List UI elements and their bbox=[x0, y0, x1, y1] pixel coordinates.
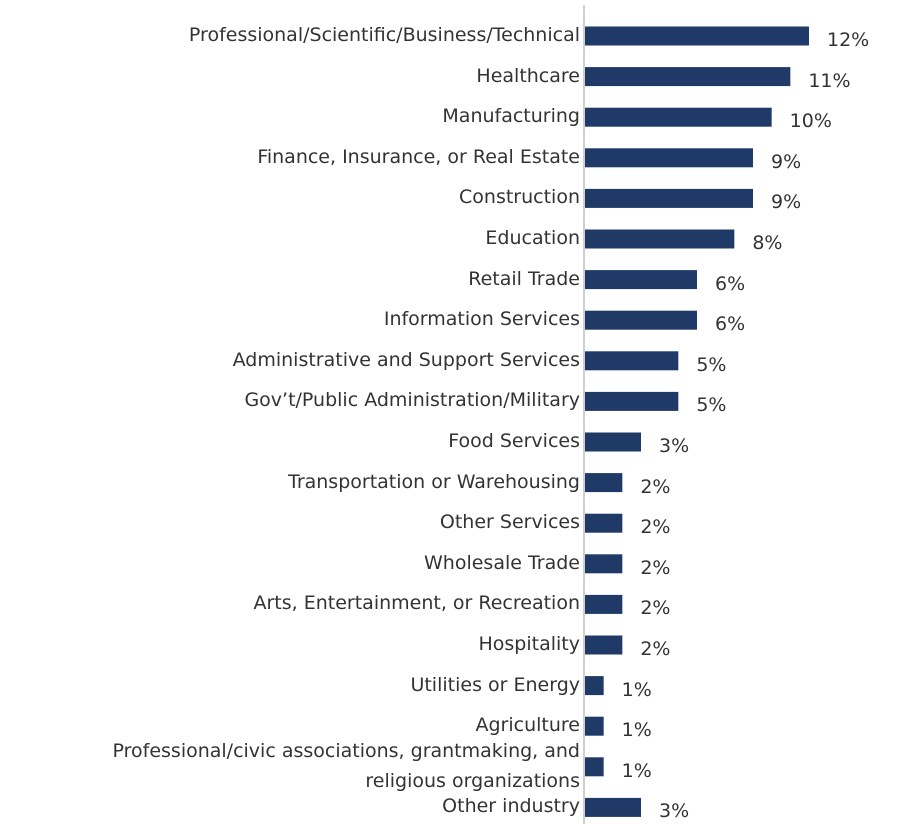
value-label: 1% bbox=[621, 678, 652, 701]
category-label: Other Services bbox=[439, 511, 580, 534]
category-label: Professional/civic associations, grantma… bbox=[112, 739, 581, 792]
category-label: Education bbox=[485, 227, 580, 249]
category-label: Transportation or Warehousing bbox=[288, 470, 580, 493]
bar bbox=[585, 351, 679, 371]
value-label: 5% bbox=[696, 353, 727, 376]
bar bbox=[585, 797, 641, 817]
value-label: 2% bbox=[640, 475, 671, 498]
value-label: 11% bbox=[808, 69, 851, 92]
bar bbox=[585, 26, 809, 46]
value-label: 8% bbox=[752, 232, 783, 254]
value-label: 6% bbox=[715, 272, 746, 295]
value-label: 3% bbox=[659, 435, 690, 457]
category-label: Utilities or Energy bbox=[410, 673, 580, 696]
value-label: 2% bbox=[640, 638, 671, 660]
category-label: Food Services bbox=[448, 430, 580, 452]
bar bbox=[585, 716, 604, 736]
category-label: Administrative and Support Services bbox=[232, 348, 580, 371]
value-label: 9% bbox=[771, 191, 802, 214]
value-label: 10% bbox=[789, 110, 832, 133]
category-label: Hospitality bbox=[478, 633, 581, 655]
bar bbox=[585, 757, 604, 777]
bar bbox=[585, 270, 697, 290]
value-label: 2% bbox=[640, 556, 671, 579]
category-label: Finance, Insurance, or Real Estate bbox=[257, 145, 580, 168]
bar bbox=[585, 594, 623, 614]
bar bbox=[585, 310, 697, 330]
category-label: Gov’t/Public Administration/Military bbox=[244, 389, 580, 412]
value-label: 1% bbox=[621, 719, 652, 742]
bar bbox=[585, 107, 772, 127]
bar bbox=[585, 554, 623, 574]
value-label: 3% bbox=[659, 800, 690, 823]
bar bbox=[585, 229, 735, 249]
category-label: Construction bbox=[459, 186, 580, 209]
category-label: Information Services bbox=[383, 308, 580, 331]
bar bbox=[585, 148, 753, 168]
bar bbox=[585, 391, 679, 411]
value-label: 1% bbox=[621, 759, 652, 782]
category-label: Arts, Entertainment, or Recreation bbox=[253, 592, 581, 615]
category-label: Professional/Scientific/Business/Technic… bbox=[188, 24, 580, 46]
value-label: 12% bbox=[827, 29, 870, 51]
category-label: Wholesale Trade bbox=[424, 551, 580, 574]
category-label: Other industry bbox=[442, 795, 580, 818]
bar bbox=[585, 188, 753, 208]
bar bbox=[585, 676, 604, 696]
bar bbox=[585, 473, 623, 493]
value-label: 9% bbox=[771, 150, 802, 173]
value-label: 2% bbox=[640, 597, 671, 620]
bar bbox=[585, 513, 623, 533]
category-label: Manufacturing bbox=[442, 105, 580, 128]
value-label: 6% bbox=[715, 313, 746, 336]
bar bbox=[585, 635, 623, 655]
bar bbox=[585, 432, 641, 452]
value-label: 5% bbox=[696, 394, 727, 417]
value-label: 2% bbox=[640, 516, 671, 539]
bar bbox=[585, 67, 791, 87]
category-label: Agriculture bbox=[475, 714, 581, 737]
category-label: Retail Trade bbox=[468, 267, 580, 290]
category-label: Healthcare bbox=[476, 64, 580, 87]
